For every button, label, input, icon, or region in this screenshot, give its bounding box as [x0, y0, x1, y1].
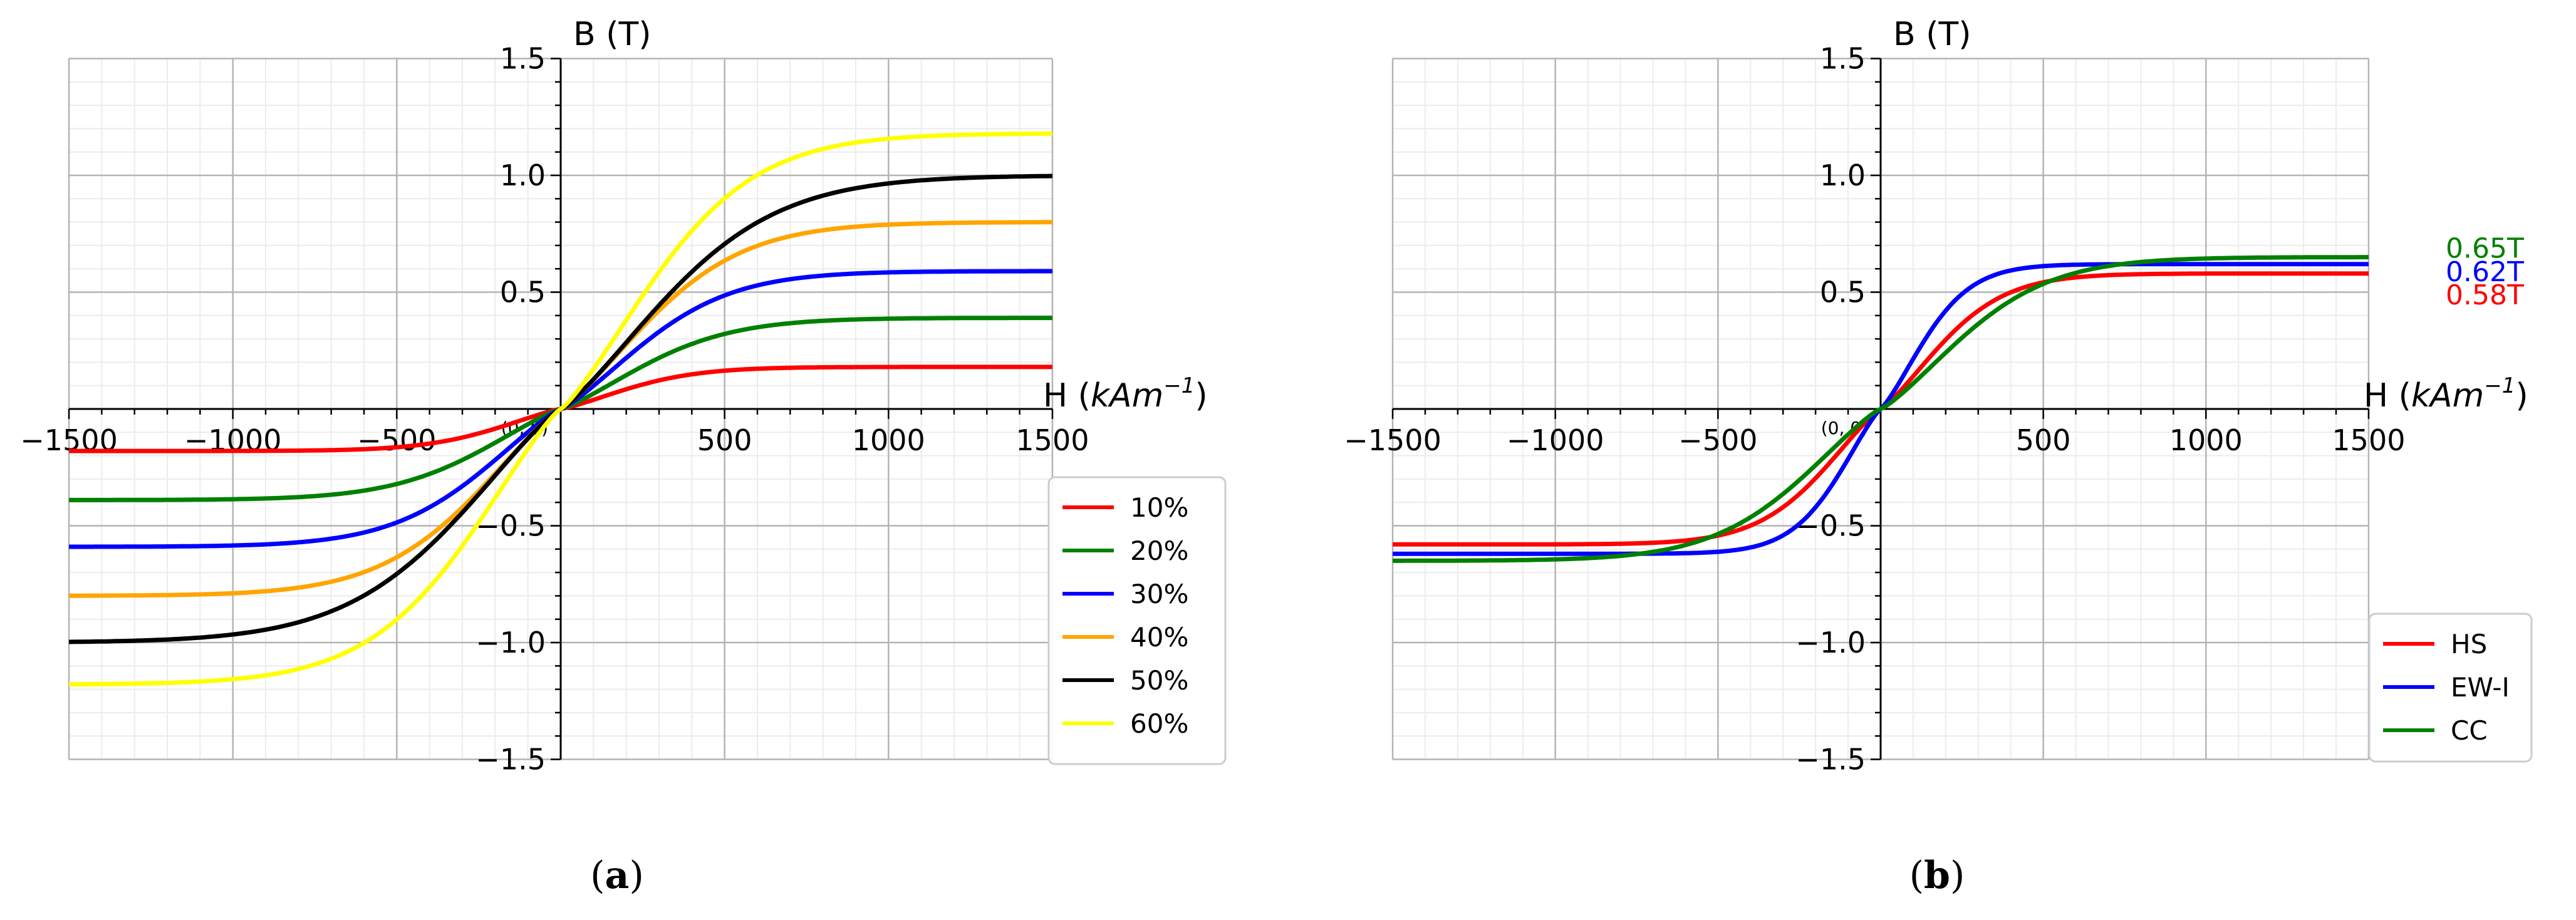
tick-marks	[1391, 58, 2370, 760]
legend-label: 50%	[1130, 665, 1188, 696]
legend-label: EW-I	[2451, 672, 2510, 703]
x-axis-label: H (kAm−1)	[2364, 373, 2528, 415]
x-tick-label: −500	[357, 423, 436, 457]
panel-caption-b-letter: b	[1924, 854, 1950, 897]
y-tick-label: 1.5	[500, 42, 546, 76]
x-axis-label-prefix: H (	[1043, 377, 1091, 415]
x-tick-label: 1500	[1015, 423, 1089, 457]
x-tick-label: −500	[1678, 423, 1757, 457]
y-tick-label: 1.0	[500, 158, 546, 192]
series-lines	[69, 131, 1052, 687]
x-tick-label: 500	[697, 423, 752, 457]
x-axis-label-suffix: )	[2515, 377, 2528, 415]
y-tick-label: −1.5	[1795, 743, 1866, 777]
panel-caption-a: (a)	[590, 854, 644, 897]
y-tick-label: 1.0	[1820, 158, 1866, 192]
x-tick-label: 500	[2016, 423, 2071, 457]
x-tick-label: 1000	[852, 423, 925, 457]
legend: 10% 20% 30% 40% 50% 60%	[1047, 476, 1227, 765]
chart-a: −1500 −1000 −500 500 1000 1500−1.5−1.0−0.50.5…	[20, 16, 1227, 777]
saturation-annotation: 0.58T	[2446, 279, 2524, 311]
x-axis-label-suffix: )	[1195, 377, 1207, 415]
legend-label: 20%	[1130, 535, 1188, 566]
x-tick-label: −1500	[1344, 423, 1441, 457]
series-line-60	[69, 131, 1052, 687]
y-tick-label: −1.0	[475, 626, 546, 659]
x-axis-label: H (kAm−1)	[1043, 373, 1208, 415]
y-tick-label: −1.5	[475, 743, 546, 777]
x-tick-label: −1000	[1507, 423, 1604, 457]
x-axis-label-prefix: H (	[2364, 377, 2411, 415]
y-tick-label: 0.5	[1820, 276, 1866, 309]
saturation-annotation: 0.65T	[2446, 233, 2524, 265]
y-tick-label: −0.5	[475, 509, 546, 543]
series-lines	[1393, 255, 2369, 563]
series-line-cc	[1393, 255, 2369, 563]
panel-caption-b: (b)	[1909, 854, 1965, 897]
legend-label: HS	[2451, 629, 2487, 659]
legend-frame	[2368, 612, 2533, 763]
y-axis-label: B (T)	[573, 16, 652, 53]
x-axis-label-exponent: −1	[2484, 373, 2515, 398]
x-axis-label-unit: kAm	[2411, 377, 2484, 415]
legend-label: CC	[2451, 715, 2488, 746]
y-tick-label: −0.5	[1795, 509, 1866, 543]
legend: HS EW-I CC	[2368, 612, 2533, 763]
panel-caption-a-letter: a	[605, 854, 630, 897]
y-tick-label: −1.0	[1795, 626, 1866, 659]
y-tick-label: 0.5	[500, 276, 546, 309]
legend-label: 60%	[1130, 708, 1188, 739]
saturation-annotation: 0.62T	[2446, 256, 2524, 288]
x-axis-label-exponent: −1	[1163, 373, 1195, 398]
x-tick-label: 1000	[2169, 423, 2243, 457]
y-tick-label: 1.5	[1820, 42, 1866, 76]
legend-label: 10%	[1130, 492, 1188, 523]
legend-label: 40%	[1130, 622, 1188, 653]
legend-label: 30%	[1130, 579, 1188, 609]
tick-marks	[68, 58, 1054, 760]
x-axis-label-unit: kAm	[1091, 377, 1163, 415]
x-tick-label: 1500	[2332, 423, 2405, 457]
chart-b: −1500 −1000 −500 500 1000 1500 −1.5 −1.0 −0.5 0.5…	[1344, 16, 2533, 777]
y-axis-label: B (T)	[1893, 16, 1971, 53]
